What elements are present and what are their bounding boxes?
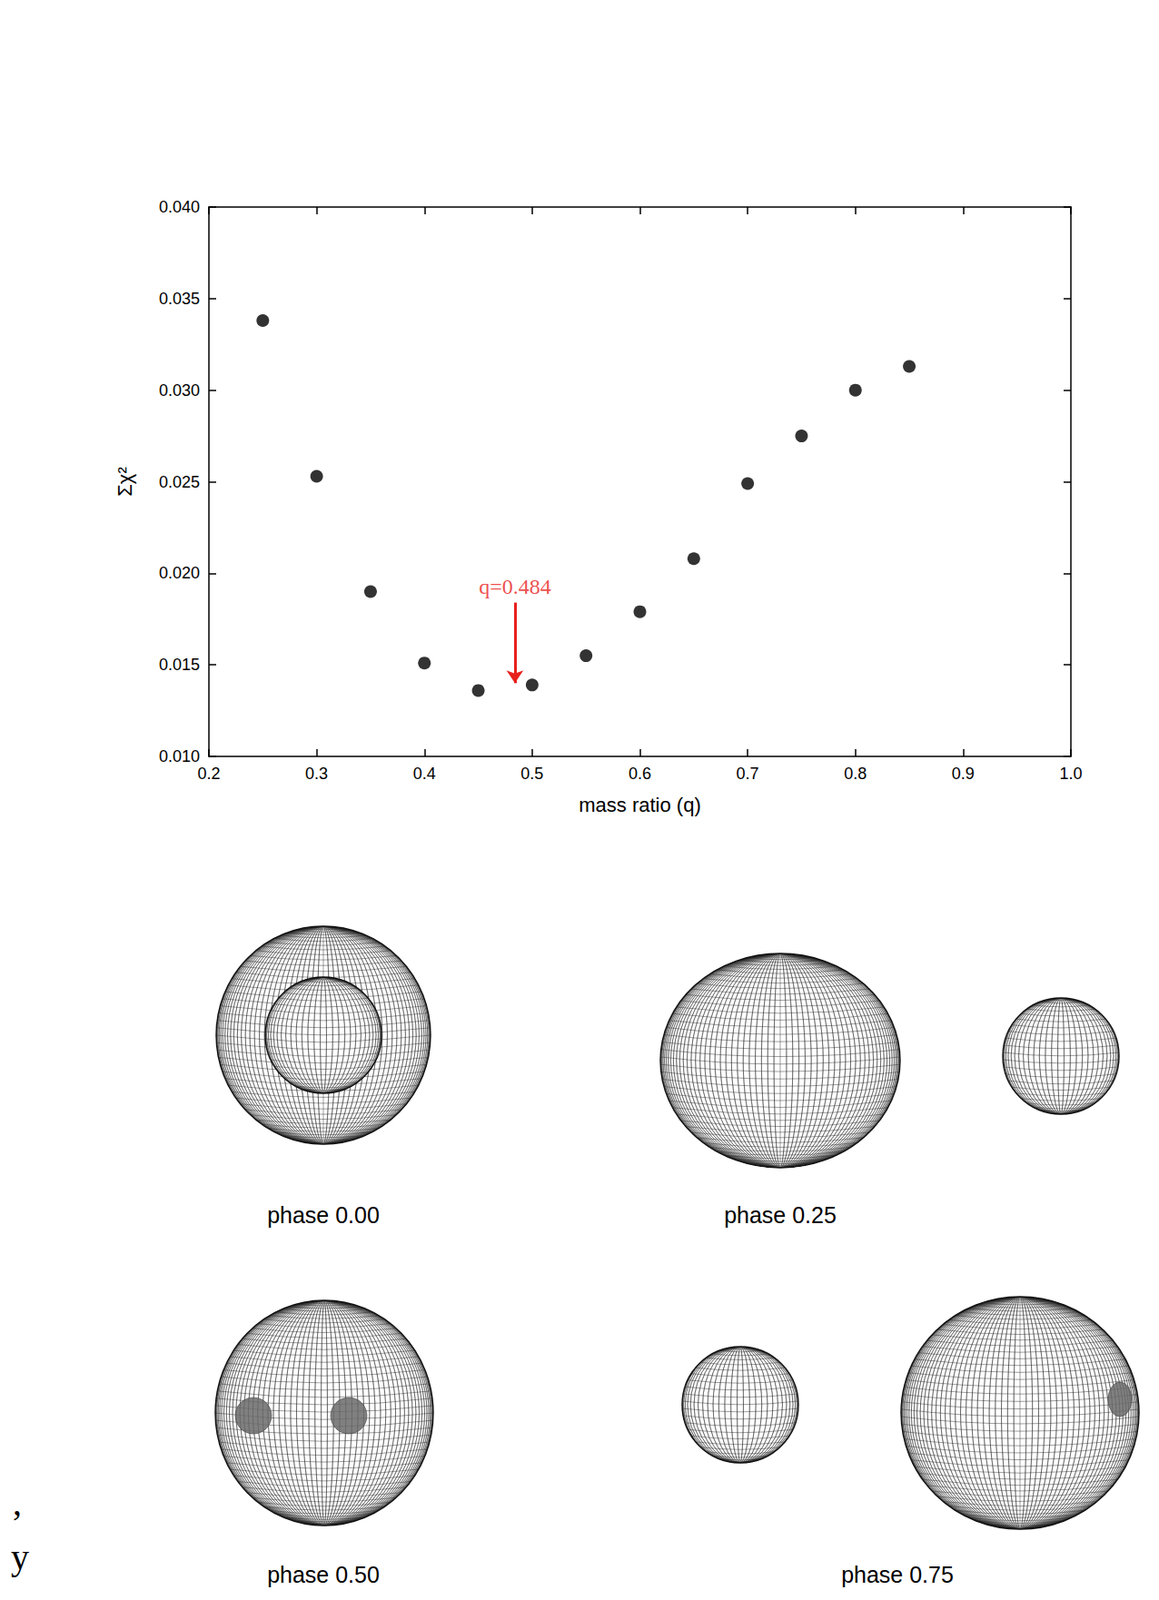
svg-text:0.020: 0.020 [158,564,200,583]
svg-text:phase 0.75: phase 0.75 [841,1562,954,1588]
svg-text:0.035: 0.035 [158,289,200,308]
svg-text:0.6: 0.6 [628,764,652,783]
svg-text:y: y [10,1536,30,1578]
svg-text:0.3: 0.3 [305,764,328,783]
svg-text:Σχ²: Σχ² [113,466,137,496]
svg-text:0.4: 0.4 [413,764,436,783]
svg-text:0.030: 0.030 [158,381,200,400]
svg-text:0.015: 0.015 [158,655,200,674]
svg-text:0.7: 0.7 [736,764,760,783]
svg-text:0.025: 0.025 [158,473,200,492]
svg-text:0.5: 0.5 [520,764,544,783]
svg-text:q=0.484: q=0.484 [478,574,552,599]
svg-text:0.8: 0.8 [843,764,867,783]
svg-text:0.9: 0.9 [951,764,975,783]
svg-text:phase 0.00: phase 0.00 [267,1202,380,1229]
svg-text:0.2: 0.2 [197,764,220,783]
svg-text:mass ratio (q): mass ratio (q) [578,793,701,817]
svg-text:1.0: 1.0 [1059,764,1082,783]
svg-text:,: , [12,1482,22,1524]
svg-text:0.040: 0.040 [158,198,200,217]
svg-text:phase 0.25: phase 0.25 [723,1202,837,1229]
svg-text:phase 0.50: phase 0.50 [267,1562,380,1588]
svg-text:0.010: 0.010 [158,747,200,766]
